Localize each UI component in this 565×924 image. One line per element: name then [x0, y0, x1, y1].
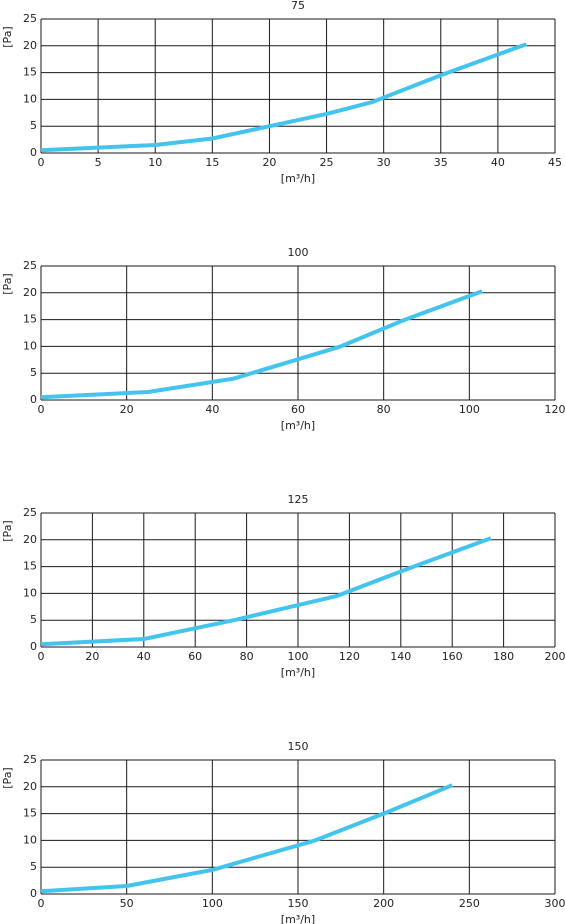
y-tick-label: 15	[23, 560, 37, 573]
x-tick-label: 35	[434, 156, 448, 169]
x-tick-label: 30	[377, 156, 391, 169]
x-tick-label: 20	[85, 650, 99, 663]
y-tick-label: 10	[23, 586, 37, 599]
y-tick-label: 25	[23, 12, 37, 25]
x-tick-label: 40	[205, 403, 219, 416]
y-tick-label: 15	[23, 313, 37, 326]
x-tick-label: 100	[459, 403, 480, 416]
chart-title: 125	[288, 493, 309, 506]
y-axis-label: [Pa]	[1, 26, 14, 47]
x-tick-label: 60	[291, 403, 305, 416]
y-tick-label: 5	[30, 613, 37, 626]
x-tick-label: 40	[491, 156, 505, 169]
x-axis-label: [m³/h]	[281, 913, 315, 924]
x-tick-label: 50	[120, 897, 134, 910]
curve	[40, 289, 483, 400]
x-tick-label: 80	[240, 650, 254, 663]
x-tick-label: 180	[493, 650, 514, 663]
x-axis-label: [m³/h]	[281, 666, 315, 679]
y-tick-label: 20	[23, 39, 37, 52]
y-tick-label: 25	[23, 259, 37, 272]
chart-title: 100	[288, 246, 309, 259]
y-tick-label: 20	[23, 780, 37, 793]
y-axis-label: [Pa]	[1, 767, 14, 788]
x-tick-label: 15	[205, 156, 219, 169]
y-tick-label: 25	[23, 506, 37, 519]
y-tick-label: 20	[23, 533, 37, 546]
x-tick-label: 10	[148, 156, 162, 169]
x-axis-label: [m³/h]	[281, 172, 315, 185]
y-tick-label: 0	[30, 146, 37, 159]
y-axis-label: [Pa]	[1, 520, 14, 541]
x-tick-label: 20	[120, 403, 134, 416]
y-tick-label: 15	[23, 807, 37, 820]
curve	[40, 42, 528, 153]
x-tick-label: 300	[545, 897, 565, 910]
x-tick-label: 250	[459, 897, 480, 910]
y-tick-label: 10	[23, 833, 37, 846]
x-tick-label: 60	[188, 650, 202, 663]
x-tick-label: 0	[38, 156, 45, 169]
y-axis-label: [Pa]	[1, 273, 14, 294]
y-tick-label: 5	[30, 119, 37, 132]
y-tick-label: 10	[23, 339, 37, 352]
y-tick-label: 0	[30, 393, 37, 406]
x-tick-label: 120	[545, 403, 565, 416]
x-tick-label: 160	[442, 650, 463, 663]
y-tick-label: 0	[30, 887, 37, 900]
x-tick-label: 25	[320, 156, 334, 169]
y-tick-label: 10	[23, 92, 37, 105]
chart-title: 75	[291, 0, 305, 12]
y-tick-label: 5	[30, 860, 37, 873]
x-tick-label: 20	[262, 156, 276, 169]
x-tick-label: 150	[288, 897, 309, 910]
x-tick-label: 120	[339, 650, 360, 663]
x-tick-label: 200	[373, 897, 394, 910]
x-tick-label: 45	[548, 156, 562, 169]
x-tick-label: 0	[38, 403, 45, 416]
x-tick-label: 140	[390, 650, 411, 663]
x-tick-label: 5	[95, 156, 102, 169]
x-axis-label: [m³/h]	[281, 419, 315, 432]
y-tick-label: 20	[23, 286, 37, 299]
curve	[40, 536, 492, 647]
x-tick-label: 100	[202, 897, 223, 910]
y-tick-label: 25	[23, 753, 37, 766]
y-tick-label: 5	[30, 366, 37, 379]
x-tick-label: 0	[38, 650, 45, 663]
x-tick-label: 100	[288, 650, 309, 663]
x-tick-label: 200	[545, 650, 565, 663]
x-tick-label: 0	[38, 897, 45, 910]
y-tick-label: 15	[23, 66, 37, 79]
y-tick-label: 0	[30, 640, 37, 653]
curve	[40, 783, 453, 894]
chart-title: 150	[288, 740, 309, 753]
x-tick-label: 40	[137, 650, 151, 663]
x-tick-label: 80	[377, 403, 391, 416]
